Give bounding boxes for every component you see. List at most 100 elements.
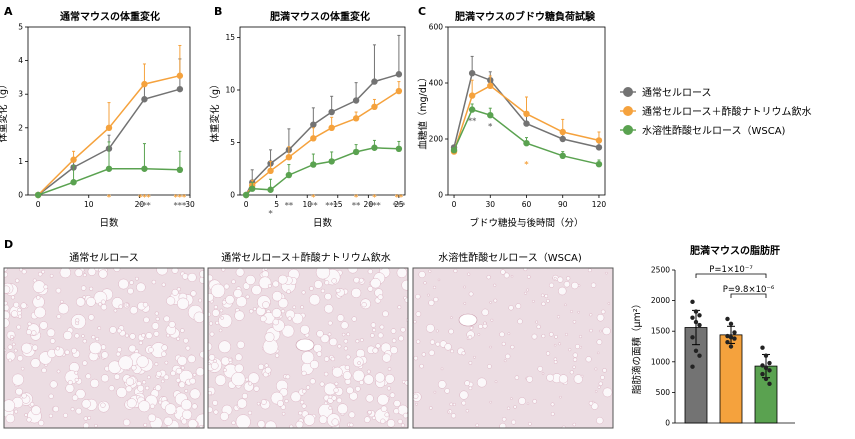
fat-vacuole (463, 302, 467, 305)
fat-vacuole (315, 268, 331, 280)
fat-vacuole (300, 305, 304, 310)
fat-vacuole (464, 380, 471, 387)
fat-vacuole (375, 343, 381, 349)
fat-vacuole (81, 399, 91, 409)
fat-vacuole (281, 324, 295, 338)
fat-vacuole (370, 333, 375, 338)
fat-vacuole (500, 269, 506, 275)
fat-vacuole (328, 406, 333, 410)
data-point (352, 97, 360, 104)
y-tick-label: 400 (429, 79, 444, 88)
individual-data-point (728, 321, 734, 327)
fat-vacuole (468, 291, 474, 297)
fat-vacuole (17, 355, 24, 362)
fat-vacuole (393, 399, 401, 408)
fat-vacuole (382, 353, 392, 363)
data-point (105, 165, 113, 172)
fat-vacuole (26, 417, 32, 423)
data-point (176, 166, 184, 173)
fat-vacuole (146, 375, 151, 380)
fat-vacuole (594, 367, 598, 371)
fat-vacuole (163, 416, 173, 426)
fat-vacuole (171, 288, 179, 296)
fat-vacuole (176, 287, 181, 292)
fat-vacuole (176, 336, 181, 341)
fat-vacuole (451, 413, 457, 419)
fat-vacuole (572, 352, 578, 358)
fat-vacuole (272, 291, 283, 302)
fat-vacuole (56, 369, 61, 374)
fat-vacuole (209, 331, 215, 337)
fat-vacuole (384, 412, 390, 418)
fat-vacuole (330, 356, 336, 362)
tissue-texture (4, 268, 204, 428)
x-tick-label: 10 (84, 200, 94, 209)
fat-vacuole (591, 402, 599, 410)
fat-vacuole (128, 344, 137, 353)
data-point (328, 124, 335, 131)
fat-vacuole (74, 370, 79, 375)
fat-vacuole (397, 305, 402, 310)
fat-vacuole (261, 399, 267, 405)
fat-vacuole (198, 298, 203, 303)
fat-vacuole (21, 342, 33, 354)
fat-vacuole (477, 333, 481, 336)
fat-vacuole (82, 273, 87, 278)
fat-vacuole (41, 269, 45, 274)
fat-vacuole (333, 387, 339, 393)
fat-vacuole (98, 269, 108, 279)
fat-vacuole (148, 347, 154, 353)
fat-vacuole (366, 369, 371, 374)
significance-marker: *** (174, 201, 187, 210)
fat-vacuole (415, 402, 418, 406)
fat-vacuole (384, 373, 395, 384)
fat-vacuole (301, 290, 306, 295)
fat-vacuole (558, 374, 568, 384)
data-point (141, 165, 148, 172)
individual-data-point (725, 316, 730, 322)
fat-vacuole (21, 392, 27, 399)
fat-vacuole (244, 377, 249, 382)
image-border (207, 267, 409, 429)
fat-vacuole (515, 303, 522, 309)
fat-vacuole (370, 322, 377, 328)
fat-vacuole (558, 342, 562, 346)
fat-vacuole (277, 274, 288, 285)
fat-vacuole (277, 400, 284, 407)
fat-vacuole (545, 351, 551, 356)
fat-vacuole (234, 363, 244, 373)
fat-vacuole (553, 343, 557, 347)
fat-vacuole (5, 413, 15, 424)
fat-vacuole (125, 303, 130, 307)
fat-vacuole (137, 384, 145, 392)
fat-vacuole (189, 377, 196, 385)
fat-vacuole (80, 285, 87, 291)
fat-vacuole (233, 288, 243, 299)
fat-vacuole (343, 338, 349, 344)
fat-vacuole (285, 374, 291, 380)
data-point (559, 152, 566, 159)
fat-vacuole (531, 333, 538, 340)
significance-marker: * (311, 193, 316, 202)
legend-label: 通常セルロース (642, 86, 712, 99)
x-tick-label: 90 (558, 200, 568, 209)
individual-data-point (760, 345, 765, 350)
series-line (453, 108, 600, 165)
data-point (487, 112, 494, 119)
fat-vacuole (499, 422, 507, 428)
fat-vacuole (588, 401, 594, 406)
fat-vacuole (428, 269, 432, 273)
fat-vacuole (511, 419, 517, 425)
fat-vacuole (463, 285, 466, 289)
fat-vacuole (481, 308, 489, 316)
fat-vacuole (113, 268, 121, 272)
fat-vacuole (21, 269, 27, 275)
fat-vacuole (82, 360, 88, 366)
fat-vacuole (440, 367, 444, 371)
fat-vacuole (355, 339, 360, 344)
fat-vacuole (596, 313, 605, 322)
fat-vacuole (358, 277, 364, 283)
fat-vacuole (372, 328, 377, 332)
fat-vacuole (63, 330, 73, 341)
fat-vacuole (596, 351, 600, 355)
